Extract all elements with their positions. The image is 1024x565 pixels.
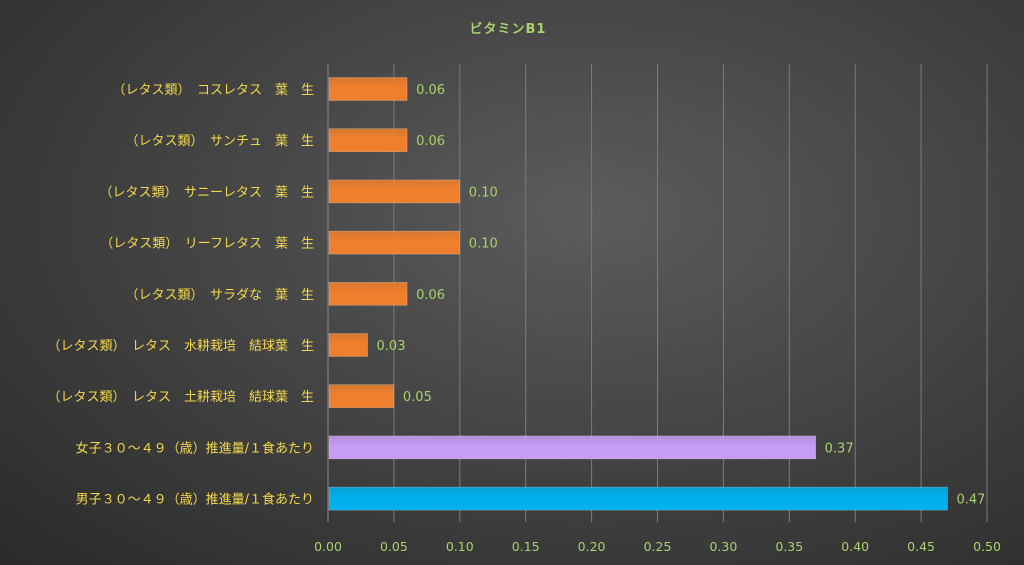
data-labels: 0.06 0.06 0.10 0.10 0.06 0.03 0.05 0.37 0.47 <box>377 83 986 508</box>
data-label: 0.06 <box>416 288 445 303</box>
x-tick-label: 0.05 <box>380 539 408 554</box>
category-label: （レタス類） サラダな 葉 生 <box>125 288 314 303</box>
category-label: 女子３０～４９（歳）推進量/１食あたり <box>76 440 314 456</box>
data-label: 0.06 <box>416 134 445 149</box>
category-label: （レタス類） レタス 土耕栽培 結球葉 生 <box>47 389 314 405</box>
bar <box>328 486 948 511</box>
bars <box>328 77 948 511</box>
data-label: 0.10 <box>469 237 498 252</box>
x-tick-label: 0.50 <box>973 539 1001 554</box>
category-label: （レタス類） コスレタス 葉 生 <box>112 83 314 98</box>
chart-title: ビタミンB1 <box>470 21 547 37</box>
bar <box>328 384 395 409</box>
grid-lines <box>327 64 988 522</box>
bar <box>328 128 408 152</box>
x-tick-label: 0.30 <box>709 539 737 554</box>
category-label: （レタス類） サンチュ 葉 生 <box>125 134 314 149</box>
x-axis-ticks: 0.00 0.05 0.10 0.15 0.20 0.25 0.30 0.35 0.40 0.45… <box>314 539 1001 554</box>
x-tick-label: 0.15 <box>512 539 540 554</box>
x-tick-label: 0.45 <box>907 539 935 554</box>
x-tick-label: 0.10 <box>446 539 474 554</box>
x-tick-label: 0.25 <box>644 539 672 554</box>
bar <box>328 333 368 357</box>
category-label: （レタス類） リーフレタス 葉 生 <box>100 237 314 252</box>
x-tick-label: 0.40 <box>841 539 869 554</box>
category-label: 男子３０～４９（歳）推進量/１食あたり <box>76 492 314 508</box>
x-tick-label: 0.00 <box>314 539 342 554</box>
data-label: 0.03 <box>377 339 406 354</box>
bar <box>328 179 461 204</box>
data-label: 0.05 <box>403 390 432 405</box>
x-tick-label: 0.35 <box>775 539 803 554</box>
data-label: 0.47 <box>956 493 985 508</box>
category-label: （レタス類） レタス 水耕栽培 結球葉 生 <box>47 338 314 354</box>
bar <box>328 435 816 460</box>
bar <box>328 77 408 101</box>
x-tick-label: 0.20 <box>578 539 606 554</box>
data-label: 0.10 <box>469 185 498 200</box>
data-label: 0.06 <box>416 83 445 98</box>
data-label: 0.37 <box>825 441 854 456</box>
bar <box>328 281 408 306</box>
bar <box>328 230 461 255</box>
category-labels: （レタス類） コスレタス 葉 生 （レタス類） サンチュ 葉 生 （レタス類） サニ… <box>47 83 314 508</box>
category-label: （レタス類） サニーレタス 葉 生 <box>99 185 314 200</box>
